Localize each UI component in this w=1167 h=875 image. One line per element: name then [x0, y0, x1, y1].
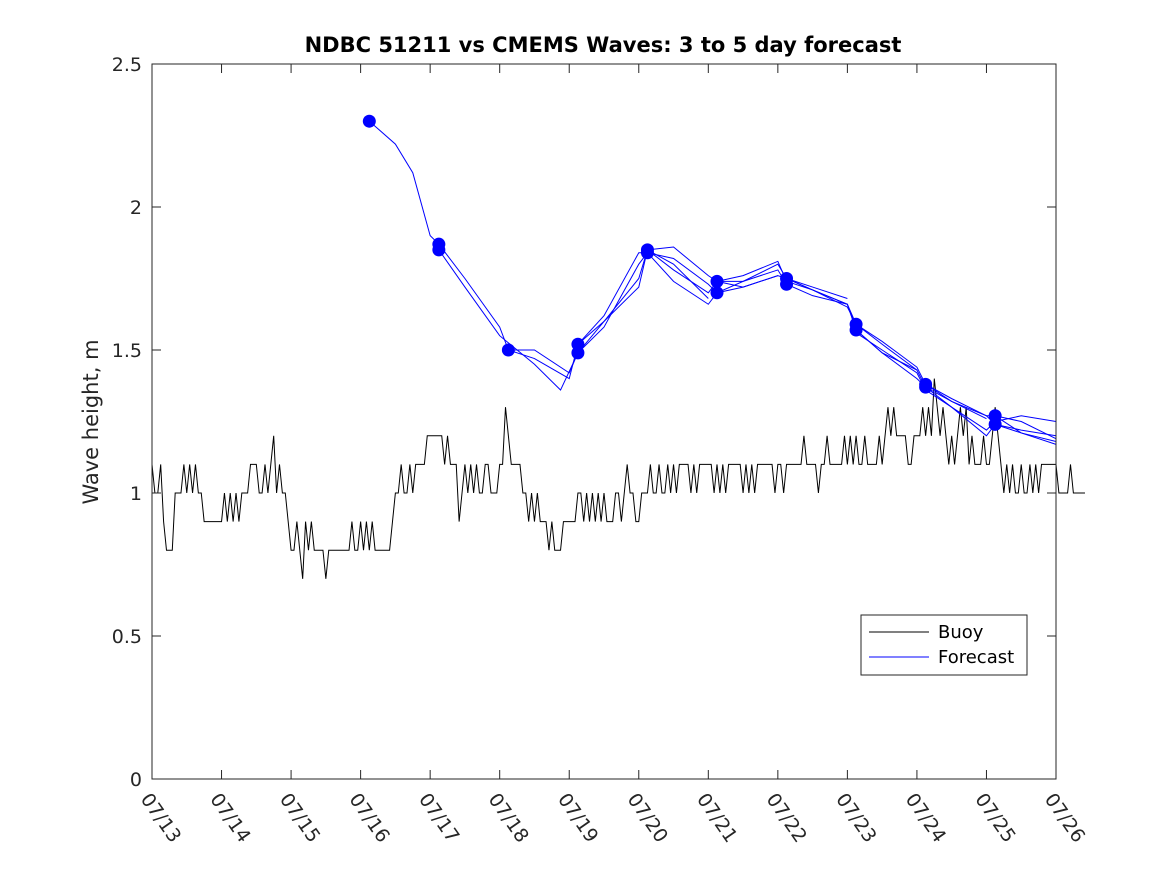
- x-tick-label: 07/19: [553, 789, 602, 846]
- forecast-marker: [710, 274, 724, 288]
- x-tick-label: 07/17: [414, 789, 463, 846]
- legend-label-buoy: Buoy: [938, 622, 984, 643]
- legend: Buoy Forecast: [860, 614, 1028, 676]
- x-tick-label: 07/13: [136, 789, 185, 846]
- forecast-marker: [849, 323, 863, 337]
- x-tick-label: 07/26: [1040, 789, 1089, 846]
- x-tick-label: 07/14: [205, 789, 254, 846]
- forecast-marker: [919, 380, 933, 394]
- legend-label-forecast: Forecast: [938, 647, 1014, 668]
- y-tick-label: 0.5: [112, 626, 142, 648]
- x-tick-label: 07/23: [831, 789, 880, 846]
- forecast-run-line-7: [855, 332, 1057, 445]
- buoy-series: [151, 378, 1085, 579]
- y-tick-label: 0: [130, 769, 142, 791]
- x-tick-label: 07/22: [762, 789, 811, 846]
- forecast-marker: [710, 286, 724, 300]
- forecast-marker: [780, 277, 794, 291]
- y-axis-label: Wave height, m: [79, 339, 103, 504]
- x-tick-label: 07/15: [275, 789, 324, 846]
- forecast-marker: [988, 417, 1002, 431]
- x-tick-label: 07/16: [345, 789, 394, 846]
- forecast-marker: [501, 343, 515, 357]
- x-tick-label: 07/24: [901, 789, 950, 846]
- x-tick-label: 07/25: [970, 789, 1019, 846]
- buoy-line: [151, 378, 1085, 579]
- forecast-marker: [571, 346, 585, 360]
- plot-frame: [151, 63, 1057, 780]
- x-tick-label: 07/21: [692, 789, 741, 846]
- y-tick-label: 1.5: [112, 340, 142, 362]
- y-tick-label: 2: [130, 197, 142, 219]
- forecast-marker: [362, 114, 376, 128]
- chart-title: NDBC 51211 vs CMEMS Waves: 3 to 5 day fo…: [305, 33, 902, 57]
- plot-area: 0 0.5 1 1.5 2 2.5 07/13 07/14 07/15 07/16 07/17 07/…: [112, 54, 1090, 847]
- legend-box: [860, 614, 1028, 676]
- forecast-marker: [432, 243, 446, 257]
- forecast-run-line-0: [368, 120, 709, 380]
- forecast-markers: [362, 114, 1002, 431]
- y-tick-label: 1: [130, 483, 142, 505]
- x-tick-label: 07/18: [484, 789, 533, 846]
- x-tick-label: 07/20: [623, 789, 672, 846]
- forecast-marker: [640, 246, 654, 260]
- forecast-run-line-9: [994, 415, 1057, 443]
- y-tick-label: 2.5: [112, 54, 142, 76]
